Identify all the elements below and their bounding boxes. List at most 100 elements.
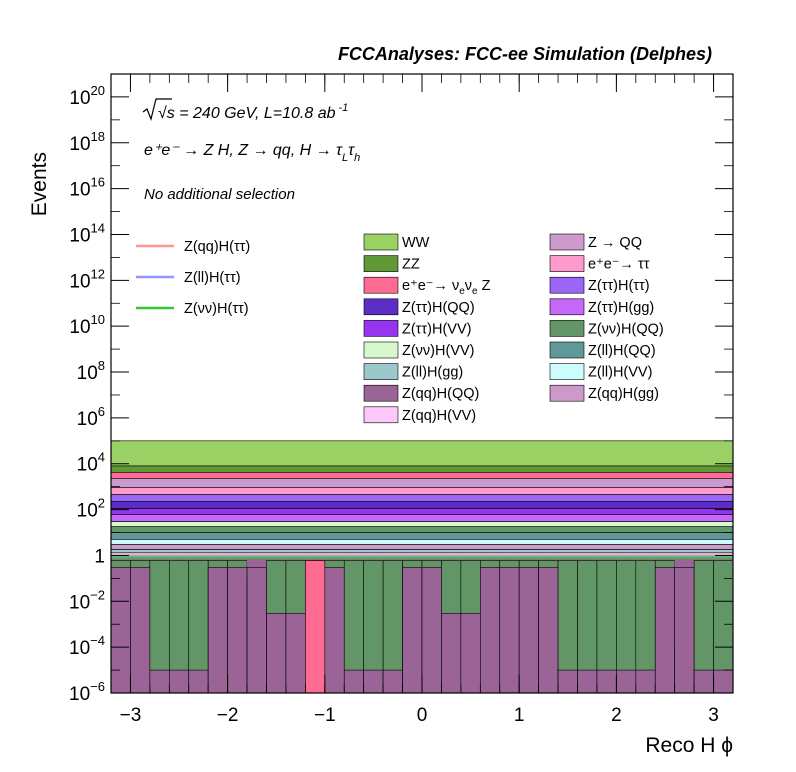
bin-qqHQQ bbox=[635, 669, 656, 694]
bin-qqHQQ bbox=[227, 567, 248, 694]
y-tick-label: 108 bbox=[77, 358, 105, 384]
legend-signal-label: Z(νν)H(ττ) bbox=[184, 301, 249, 317]
bin-qqHQQ bbox=[130, 567, 151, 694]
bin-qqHQQ bbox=[577, 669, 598, 694]
bin-qqHQQ bbox=[149, 669, 170, 694]
axis-tick-labels: −3 −2 −1 0 1 2 3 10−6 10−4 10−2 1 102 104 106 108 1010 1… bbox=[69, 83, 719, 726]
y-tick-label: 104 bbox=[77, 450, 105, 476]
legend-swatch-nunuZ bbox=[363, 276, 399, 294]
legend-swatch-llHQQ bbox=[549, 341, 585, 359]
energy-exponent: -1 bbox=[339, 102, 349, 114]
legend-swatch-ZZ bbox=[363, 255, 399, 272]
x-tick-label: −1 bbox=[314, 705, 336, 726]
legend-label: Z(ττ)H(gg) bbox=[588, 300, 654, 316]
legend-swatch-nunuHVV bbox=[363, 341, 399, 359]
y-tick-label: 1018 bbox=[69, 129, 105, 155]
stack-band-tautauHQQ bbox=[110, 500, 734, 509]
selection-annotation: No additional selection bbox=[144, 186, 295, 203]
legend-signal-label: Z(ll)H(ττ) bbox=[184, 270, 241, 286]
x-axis-label: Reco H ϕ bbox=[645, 734, 733, 757]
y-axis-label: Events bbox=[28, 152, 51, 216]
stack-band-nunuHVV bbox=[110, 521, 734, 527]
bin-qqHQQ bbox=[421, 567, 442, 694]
stack-band-llHgg bbox=[110, 549, 734, 554]
stack-band-ZQQ bbox=[110, 478, 734, 489]
energy-annotation: √s = 240 GeV, L=10.8 ab -1 bbox=[142, 98, 349, 122]
legend-swatch-qqHQQ bbox=[363, 384, 399, 402]
stack-band-qqHgg bbox=[110, 544, 734, 550]
bin-qqHQQ bbox=[246, 567, 267, 694]
legend-label: Z → QQ bbox=[588, 235, 642, 251]
legend-label: Z(ττ)H(VV) bbox=[402, 321, 471, 337]
stack-band-nunuZ bbox=[110, 472, 734, 479]
legend-swatch-tautauHgg bbox=[549, 298, 585, 316]
axis-ticks bbox=[110, 74, 734, 694]
legend-label: Z(qq)H(QQ) bbox=[402, 386, 479, 402]
stack-band-llHVV bbox=[110, 539, 734, 545]
legend-label: Z(ττ)H(QQ) bbox=[402, 300, 475, 316]
x-tick-label: 1 bbox=[514, 705, 525, 726]
legend: Z(qq)H(ττ) Z(ll)H(ττ) Z(νν)H(ττ) WW ZZ e⁺e⁻→ … bbox=[136, 233, 664, 424]
y-tick-label: 1016 bbox=[69, 175, 105, 201]
histogram-stack bbox=[110, 440, 734, 694]
legend-swatch-ZQQ bbox=[549, 233, 585, 251]
stack-band-tautauHVV bbox=[110, 508, 734, 515]
legend-swatch-nunuHQQ bbox=[549, 320, 585, 337]
x-tick-label: 2 bbox=[611, 705, 622, 726]
legend-label: Z(νν)H(QQ) bbox=[588, 321, 664, 337]
x-tick-label: 3 bbox=[708, 705, 719, 726]
y-tick-label: 102 bbox=[77, 496, 105, 522]
legend-swatch-tautauHQQ bbox=[363, 298, 399, 316]
legend-label: Z(qq)H(gg) bbox=[588, 386, 659, 402]
legend-swatch-llHgg bbox=[363, 363, 399, 380]
legend-label: Z(ll)H(QQ) bbox=[588, 343, 656, 359]
legend-label: ZZ bbox=[402, 257, 420, 273]
signal-lines bbox=[111, 554, 733, 559]
y-tick-label: 1 bbox=[94, 546, 105, 567]
legend-signal-label: Z(qq)H(ττ) bbox=[184, 239, 250, 255]
x-tick-label: −2 bbox=[217, 705, 239, 726]
bin-qqHQQ bbox=[674, 567, 695, 694]
y-tick-label: 1020 bbox=[69, 83, 105, 109]
legend-swatch-Ztautau bbox=[549, 255, 585, 272]
legend-swatch-WW bbox=[363, 233, 399, 251]
bin-qqHQQ bbox=[480, 567, 501, 694]
legend-swatch-llHVV bbox=[549, 363, 585, 380]
bin-qqHQQ bbox=[343, 669, 364, 694]
stack-band-tautauHtautau bbox=[110, 494, 734, 502]
stack-band-tautauHgg bbox=[110, 514, 734, 522]
bin-qqHQQ bbox=[169, 669, 190, 694]
process-annotation: e⁺e⁻ → Z H, Z → qq, H → τLτh bbox=[144, 142, 360, 164]
legend-label: Z(ττ)H(ττ) bbox=[588, 278, 650, 294]
bin-qqHQQ bbox=[616, 669, 637, 694]
bin-qqHQQ bbox=[324, 567, 345, 694]
y-tick-label: 10−2 bbox=[69, 587, 105, 613]
bin-qqHQQ bbox=[188, 669, 209, 694]
y-tick-label: 10−6 bbox=[69, 679, 105, 705]
bin-qqHQQ bbox=[538, 567, 559, 694]
bin-qqHQQ bbox=[402, 567, 423, 694]
energy-text: √s = 240 GeV, L=10.8 ab bbox=[158, 105, 336, 122]
bin-qqHQQ bbox=[557, 669, 578, 694]
bin-nunuZ bbox=[305, 560, 326, 694]
x-tick-label: 0 bbox=[417, 705, 428, 726]
bin-qqHQQ bbox=[266, 612, 287, 694]
legend-swatch-qqHVV bbox=[363, 406, 399, 424]
bin-qqHQQ bbox=[499, 567, 520, 694]
bin-qqHQQ bbox=[460, 612, 481, 694]
stack-band-nunuHQQ bbox=[110, 526, 734, 533]
sqrt-sign-icon bbox=[142, 98, 172, 121]
legend-label: e⁺e⁻→ νeνe Z bbox=[402, 278, 491, 297]
y-tick-label: 106 bbox=[77, 404, 105, 430]
legend-label: Z(qq)H(VV) bbox=[402, 408, 476, 424]
legend-label: Z(νν)H(VV) bbox=[402, 343, 475, 359]
legend-label: Z(ll)H(VV) bbox=[588, 365, 652, 381]
stack-band-llHQQ bbox=[110, 532, 734, 540]
y-tick-label: 1012 bbox=[69, 266, 105, 292]
y-tick-label: 10−4 bbox=[69, 633, 105, 659]
chart-title: FCCAnalyses: FCC-ee Simulation (Delphes) bbox=[338, 44, 712, 64]
legend-label: WW bbox=[402, 235, 430, 251]
stack-band-WW bbox=[110, 440, 734, 467]
bin-qqHQQ bbox=[285, 612, 306, 694]
